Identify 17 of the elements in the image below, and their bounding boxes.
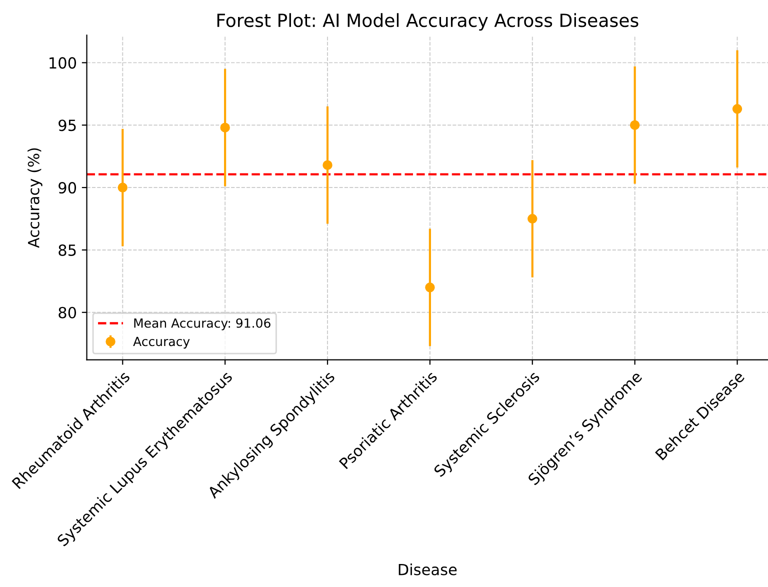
y-tick-label: 90	[58, 182, 76, 194]
point	[528, 214, 538, 224]
y-tick-label: 80	[58, 306, 76, 318]
point	[732, 104, 742, 114]
chart-title: Forest Plot: AI Model Accuracy Across Diseases	[217, 13, 638, 31]
legend-label: Accuracy	[133, 336, 190, 349]
legend-label: Mean Accuracy: 91.06	[134, 318, 270, 330]
point	[425, 282, 435, 292]
point	[630, 120, 640, 130]
y-tick-label: 95	[58, 120, 76, 132]
y-tick-label: 85	[58, 244, 76, 256]
y-axis-title: Accuracy (%)	[28, 148, 42, 248]
point	[220, 122, 230, 132]
x-axis-title: Disease	[398, 563, 457, 576]
point	[118, 182, 128, 192]
y-tick-label: 100	[50, 57, 76, 69]
point	[322, 160, 332, 170]
